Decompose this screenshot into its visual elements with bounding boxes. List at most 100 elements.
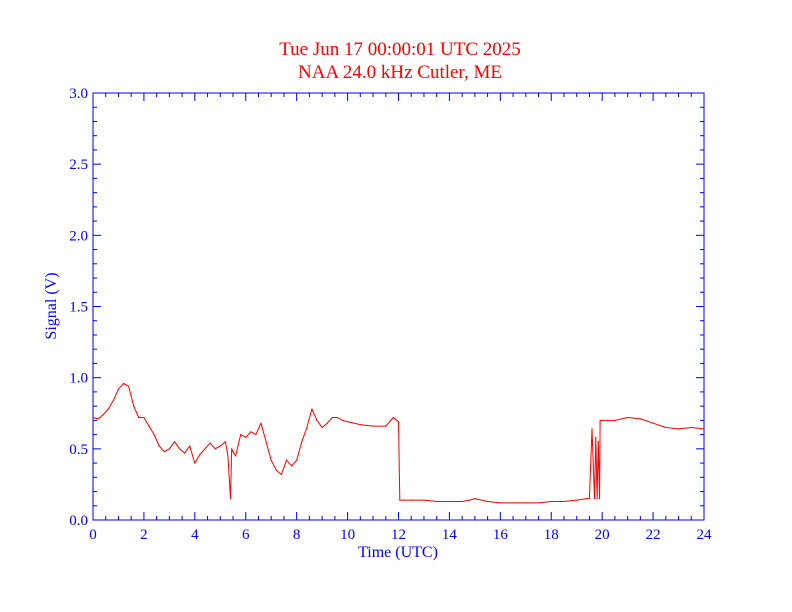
signal-point [537,502,540,504]
signal-point [138,416,140,419]
y-tick-label: 2.0 [69,228,88,244]
signal-point [597,441,599,443]
signal-point [306,426,308,429]
signal-point [703,428,705,430]
signal-point [97,418,99,420]
signal-point [392,416,394,419]
signal-point [677,428,680,430]
signal-point [576,499,578,501]
signal-point [448,500,450,503]
signal-point [593,498,596,500]
signal-point [423,499,425,501]
y-tick-label: 2.5 [69,157,88,173]
signal-point [591,428,593,430]
signal-point [204,448,206,450]
signal-point [474,498,476,500]
signal-point [550,500,552,503]
signal-point [665,426,667,429]
signal-point [586,498,588,500]
signal-point [194,462,196,464]
x-tick-label: 12 [391,527,406,543]
signal-point [639,418,642,420]
signal-point [347,421,349,423]
signal-point [133,405,135,407]
signal-point [275,469,277,471]
signal-point [112,399,114,401]
signal-point [301,441,303,443]
signal-point [219,445,221,447]
signal-point [359,424,361,426]
signal-point [595,436,597,438]
signal-point [469,499,471,501]
signal-point [107,408,109,410]
axis-ticks [92,92,705,521]
signal-point [163,451,165,453]
signal-point [231,448,233,450]
signal-point [512,502,514,504]
x-tick-label: 16 [493,527,509,543]
signal-point [227,455,229,457]
signal-point [296,459,298,461]
x-tick-label: 6 [242,527,250,543]
signal-point [117,388,120,390]
signal-point [372,425,374,427]
x-tick-label: 4 [191,527,199,543]
signal-point [690,426,692,429]
plot-frame [92,92,705,521]
x-tick-label: 10 [340,527,355,543]
signal-point [173,441,176,443]
signal-point [232,451,234,453]
signal-point [627,416,629,419]
signal-point [341,419,344,421]
signal-point [614,419,616,421]
signal-point [245,436,247,438]
signal-point [214,448,216,450]
signal-point [255,434,257,436]
signal-point [148,425,150,427]
signal-point [270,459,272,461]
signal-point [240,434,242,436]
y-tick-label: 0.5 [69,442,88,458]
signal-point [563,500,565,503]
axis-tick-labels: 0 2 4 6 8 10 12 14 16 18 20 22 240.00.51.01.52.02.53… [69,86,712,543]
signal-point [461,500,463,503]
signal-point [260,422,262,424]
signal-point [158,445,160,447]
signal-point [189,445,191,447]
y-tick-label: 0.0 [69,513,88,529]
signal-point [599,419,601,421]
signal-point [499,502,501,504]
signal-point [168,448,170,450]
x-axis-label: Time (UTC) [358,544,438,561]
signal-point [399,499,401,501]
signal-point [291,465,293,467]
signal-point [311,408,313,410]
signal-point [229,498,232,500]
signal-point [601,419,603,421]
signal-point [599,498,601,500]
x-tick-label: 24 [697,527,713,543]
signal-point [265,441,267,443]
signal-point [179,448,181,450]
signal-point [397,421,400,423]
x-tick-label: 18 [544,527,559,543]
signal-point [280,473,282,476]
signal-point [606,419,608,421]
signal-point [122,382,125,384]
signal-line [92,382,705,504]
chart-subtitle: NAA 24.0 kHz Cutler, ME [298,62,502,83]
signal-point [652,422,654,424]
signal-point [153,434,155,436]
y-tick-label: 3.0 [69,86,88,102]
y-tick-label: 1.5 [69,300,88,316]
signal-point [410,499,412,501]
signal-point [326,422,328,424]
signal-point [596,498,598,500]
signal-point [285,459,288,461]
signal-point [250,431,252,433]
signal-point [199,453,201,456]
signal-point [209,442,211,444]
y-tick-label: 1.0 [69,371,88,387]
signal-point [235,455,237,457]
